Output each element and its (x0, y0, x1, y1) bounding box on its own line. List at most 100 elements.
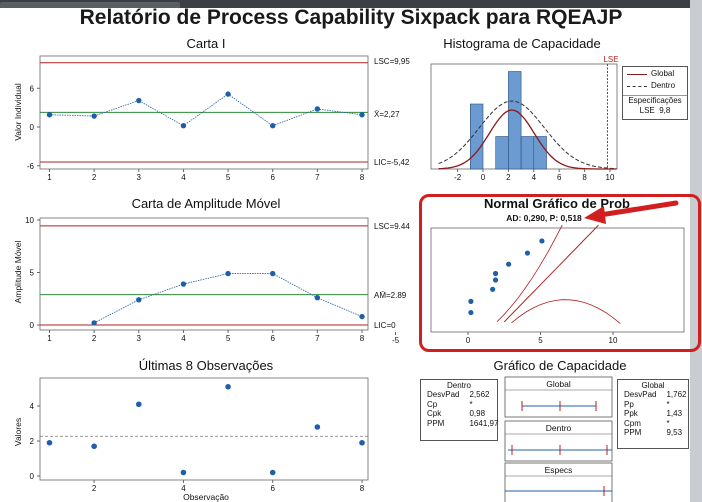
x-tick-label: 8 (360, 484, 365, 493)
data-point (225, 270, 231, 277)
overall-stats-table: DesvPad 1,762 Pp * Ppk 1,43 Cpm * PPM 9,53 (622, 390, 689, 438)
x-tick-label: 8 (582, 173, 587, 182)
stat-label: Cp (427, 399, 438, 409)
mr-chart-ylabel: Amplitude Móvel (13, 240, 23, 303)
stat-label: DesvPad (427, 390, 460, 399)
y-tick-label: 10 (25, 216, 34, 225)
i-chart-title: Carta I (186, 36, 225, 51)
fit-line (503, 224, 599, 323)
x-tick-label: -2 (454, 173, 462, 182)
capability-title: Gráfico de Capacidade (494, 358, 627, 373)
y-tick-label: 2 (30, 437, 35, 446)
x-tick-label: 2 (92, 173, 97, 182)
data-point (359, 313, 365, 320)
x-tick-label: 6 (557, 173, 562, 182)
table-row: Pp * (622, 400, 689, 410)
capability-bar-label: Global (546, 379, 571, 389)
x-tick-label: 4 (532, 173, 537, 182)
data-point (91, 113, 97, 119)
legend-within-swatch (627, 86, 647, 87)
stat-value: 1,762 (666, 390, 687, 399)
data-point (180, 123, 187, 129)
x-tick-label: 2 (92, 334, 97, 343)
stat-label: PPM (427, 418, 445, 428)
data-point (468, 309, 474, 316)
table-row: Ppk 1,43 (622, 409, 689, 419)
data-point (136, 97, 142, 104)
histogram-marks: -2 0 2 4 6 8 10 (438, 64, 617, 182)
data-point (180, 469, 187, 476)
stat-label: Ppk (624, 409, 638, 418)
table-row: DesvPad 1,762 (622, 390, 689, 400)
x-tick-label: 2 (506, 173, 511, 182)
data-point (539, 238, 545, 244)
overall-stats-box: Global DesvPad 1,762 Pp * Ppk 1,43 Cpm * PPM… (617, 379, 689, 449)
mr-chart-marks: 0 5 10 1 2 3 4 5 6 7 8 (25, 216, 368, 343)
x-tick-label: 10 (606, 173, 615, 182)
within-stats-header: Dentro (446, 381, 471, 390)
last-obs-title: Últimas 8 Observações (139, 358, 274, 373)
legend-within-label: Dentro (651, 81, 676, 90)
stat-label: DesvPad (624, 390, 657, 399)
capability-bar-label: Dentro (546, 423, 572, 433)
table-row: PPM 1641,97 (425, 419, 500, 429)
mr-chart-center-label: AM̄=2.89 (374, 291, 407, 300)
legend-within: Dentro (623, 81, 687, 93)
series-line (49, 93, 363, 127)
data-point (506, 261, 512, 267)
data-point (359, 439, 365, 446)
data-point (136, 297, 142, 303)
stat-value: 9,53 (666, 428, 683, 437)
capability-bar-panel (504, 420, 613, 462)
table-row: DesvPad 2,562 (425, 390, 500, 400)
probplot-title: Normal Gráfico de Prob (484, 196, 630, 211)
stat-label: Cpk (427, 409, 442, 418)
x-tick-label: 4 (181, 173, 186, 182)
last-obs-marks: 0 2 4 2 4 6 8 (30, 383, 368, 493)
histogram-lse-marker: LSE (603, 55, 618, 64)
last-obs-ylabel: Valores (13, 418, 23, 446)
mr-chart-ucl-label: LSC=9.44 (374, 222, 410, 231)
annotation-arrow (584, 200, 679, 224)
y-tick-label: 0 (30, 321, 35, 330)
capability-bar-panel (504, 462, 613, 502)
capability-marks: Global Dentro Especs (504, 376, 613, 502)
y-tick-label: 5 (30, 269, 35, 278)
scrollbar-track[interactable] (690, 0, 702, 502)
upper-ci-line (496, 224, 563, 322)
x-tick-label: 3 (137, 173, 142, 182)
stat-value: 1,43 (666, 409, 683, 418)
x-tick-label: -5 (392, 336, 400, 345)
mr-chart-title: Carta de Amplitude Móvel (132, 196, 281, 211)
last-obs-xlabel: Observação (183, 492, 229, 502)
table-row: PPM 9,53 (622, 428, 689, 438)
data-point (135, 401, 142, 408)
histogram-bar (469, 103, 484, 170)
data-point (490, 286, 496, 292)
x-tick-label: 4 (181, 484, 186, 493)
stat-value: * (666, 418, 670, 428)
x-tick-label: 0 (466, 336, 471, 345)
x-tick-label: 10 (609, 336, 618, 345)
stat-label: Pp (624, 399, 634, 409)
capability-bar-label: Especs (545, 465, 573, 475)
x-tick-label: 6 (270, 484, 275, 493)
data-point (180, 281, 187, 287)
mr-chart-frame (39, 217, 369, 331)
data-point (468, 298, 474, 304)
histogram-bar (533, 136, 547, 170)
stat-label: Cpm (624, 418, 641, 428)
stat-value: 2,562 (469, 390, 490, 399)
probplot-frame (430, 227, 685, 333)
data-point (314, 106, 321, 112)
table-row: Cpk 0,98 (425, 409, 500, 419)
table-row: Cpm * (622, 419, 689, 429)
legend-lse-label: LSE (639, 106, 655, 115)
y-tick-label: 0 (30, 123, 35, 132)
probplot-stats: AD: 0,290, P: 0,518 (506, 213, 582, 223)
legend-spec-row: LSE 9,8 (623, 106, 687, 115)
histogram-legend: Global Dentro Especificações LSE 9,8 (622, 66, 688, 120)
table-row: Cp * (425, 400, 500, 410)
